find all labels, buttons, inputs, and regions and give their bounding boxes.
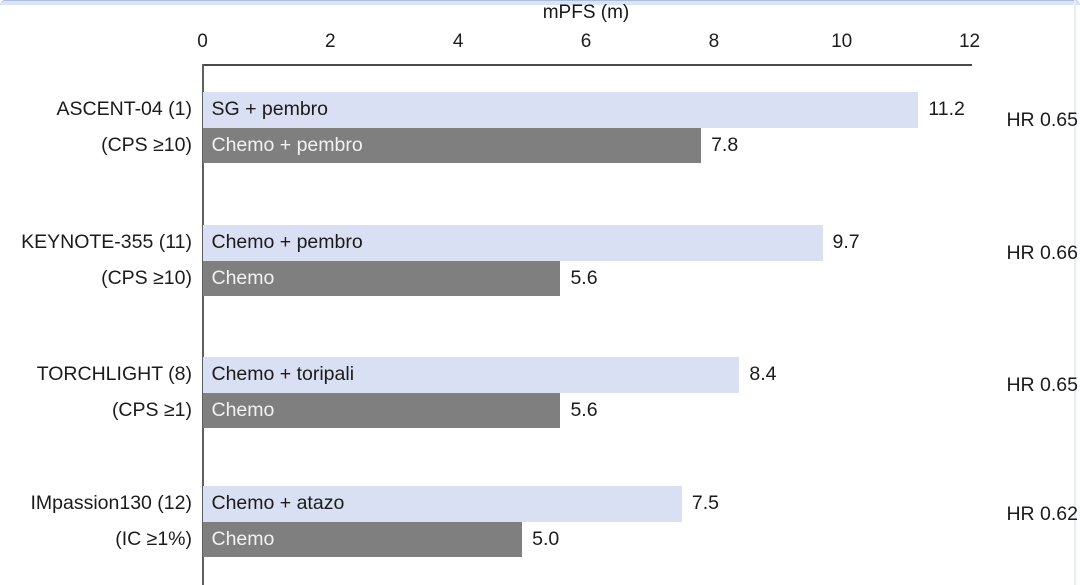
x-axis-tick-label: 10: [831, 31, 853, 52]
trial-name: KEYNOTE-355 (11): [21, 231, 192, 253]
bar-arm-label: Chemo + pembro: [211, 133, 363, 156]
trial-population: (IC ≥1%): [115, 527, 192, 550]
x-axis-tick-label: 8: [708, 31, 720, 52]
bar-control: Chemo: [202, 392, 561, 428]
bar-arm-label: Chemo + toripali: [211, 363, 355, 385]
trial-label: KEYNOTE-355 (11) (CPS ≥10): [0, 225, 192, 296]
x-axis-tick-label: 12: [958, 31, 981, 52]
bar-control: Chemo + pembro: [202, 127, 702, 163]
hazard-ratio-label: HR 0.65: [1006, 109, 1078, 131]
bar-arm-label: Chemo: [211, 527, 275, 550]
chart-title: mPFS (m): [542, 2, 630, 23]
x-axis-tick-label: 4: [452, 31, 464, 52]
bar-arm-label: SG + pembro: [211, 98, 329, 120]
trial-population: (CPS ≥10): [101, 133, 192, 156]
trial-name: ASCENT-04 (1): [56, 98, 192, 120]
x-axis-tick-label: 2: [325, 31, 336, 52]
x-axis-tick-label: 6: [580, 31, 592, 52]
bar-experimental: Chemo + atazo: [202, 486, 682, 522]
bar-value-label: 8.4: [749, 363, 777, 385]
bar-value-label: 7.8: [711, 133, 739, 156]
trial-label: TORCHLIGHT (8) (CPS ≥1): [0, 357, 192, 428]
bar-value-label: 5.0: [532, 527, 560, 550]
bar-experimental: SG + pembro: [202, 92, 919, 128]
trial-population: (CPS ≥10): [101, 266, 192, 289]
trial-label: ASCENT-04 (1) (CPS ≥10): [0, 92, 192, 163]
bar-experimental: Chemo + pembro: [202, 225, 823, 261]
bar-value-label: 9.7: [832, 231, 860, 253]
bar-arm-label: Chemo: [211, 398, 275, 421]
hazard-ratio-label: HR 0.66: [1006, 242, 1078, 264]
x-axis-tick-label: 0: [197, 31, 208, 52]
hazard-ratio-label: HR 0.65: [1006, 374, 1078, 396]
bar-value-label: 5.6: [570, 266, 598, 289]
hazard-ratio-label: HR 0.62: [1006, 503, 1078, 525]
bar-value-label: 7.5: [691, 492, 719, 514]
y-axis-line: [202, 64, 204, 585]
bar-value-label: 11.2: [928, 98, 965, 120]
bar-control: Chemo: [202, 521, 523, 557]
bar-arm-label: Chemo: [211, 266, 275, 289]
bar-arm-label: Chemo + pembro: [211, 231, 363, 253]
trial-name: TORCHLIGHT (8): [36, 363, 192, 385]
bar-arm-label: Chemo + atazo: [211, 492, 345, 514]
window-right-edge: [1074, 0, 1076, 585]
bar-experimental: Chemo + toripali: [202, 357, 740, 393]
trial-label: IMpassion130 (12) (IC ≥1%): [0, 486, 192, 557]
bar-value-label: 5.6: [570, 398, 598, 421]
trial-name: IMpassion130 (12): [30, 492, 192, 514]
x-axis-line: [202, 64, 972, 66]
bar-control: Chemo: [202, 260, 561, 296]
window-top-edge: [0, 0, 1080, 5]
trial-population: (CPS ≥1): [111, 398, 192, 421]
